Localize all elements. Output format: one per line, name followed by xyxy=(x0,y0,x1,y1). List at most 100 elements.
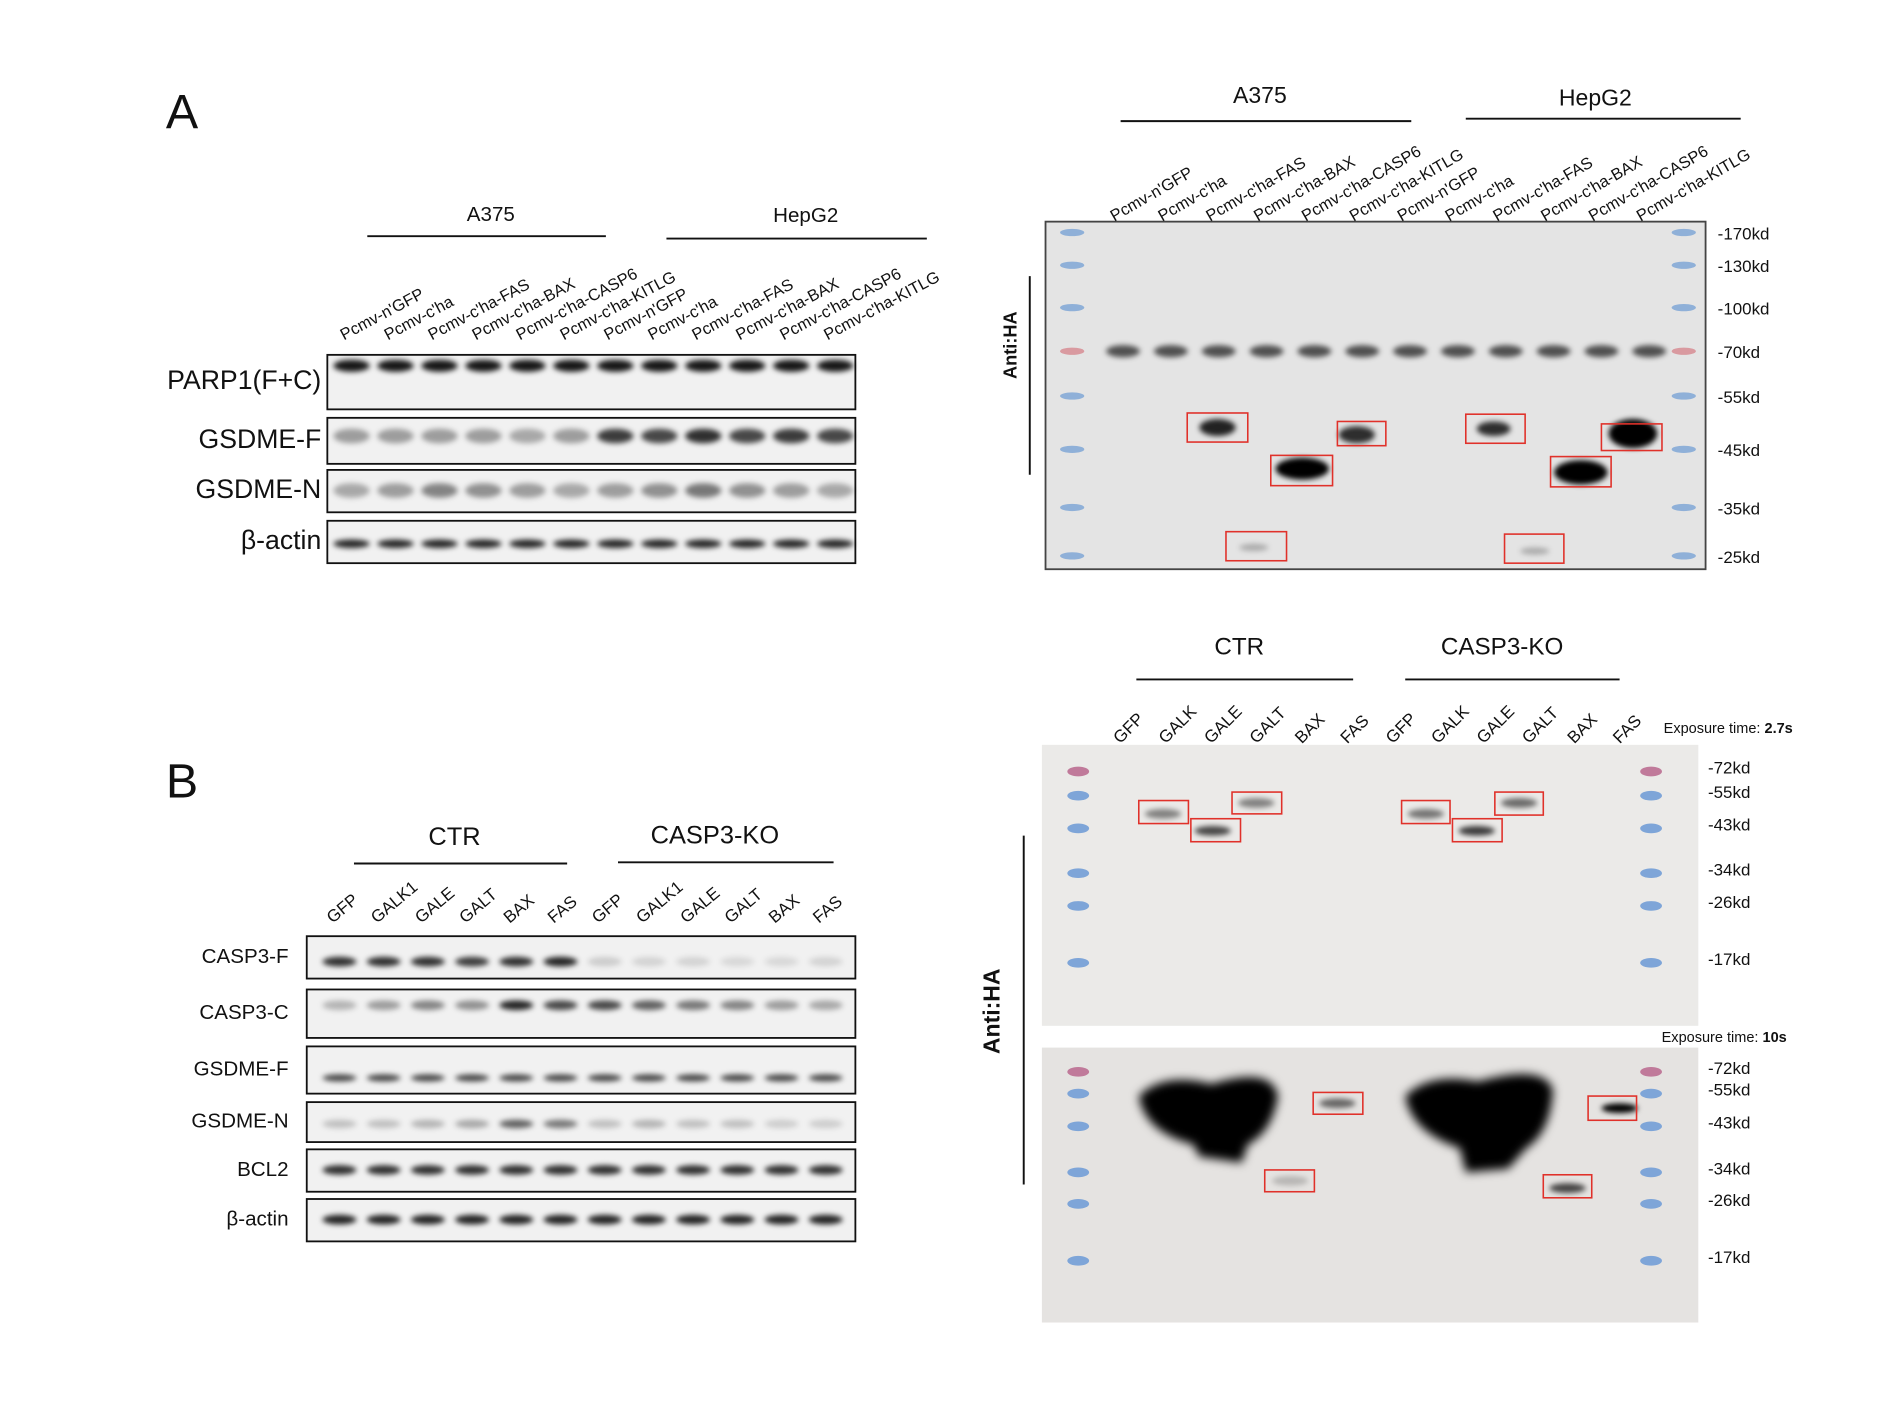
band xyxy=(1153,345,1188,358)
ladder-band xyxy=(1671,228,1696,237)
band xyxy=(1338,426,1375,444)
blot-strip xyxy=(305,935,857,980)
band xyxy=(641,483,678,498)
bands xyxy=(322,1074,843,1082)
band xyxy=(322,1214,357,1225)
band xyxy=(322,1165,357,1175)
ladder-band xyxy=(1640,901,1662,911)
band xyxy=(322,1074,357,1082)
highlight-box xyxy=(1400,799,1451,825)
group-label: A375 xyxy=(1233,82,1287,108)
band xyxy=(676,1165,711,1175)
marker-label: -55kd xyxy=(1708,783,1750,802)
band xyxy=(631,1074,666,1082)
band xyxy=(816,483,854,498)
exposure-label: Exposure time: xyxy=(1662,1030,1759,1046)
band xyxy=(377,483,414,498)
band xyxy=(509,483,546,498)
band xyxy=(1554,460,1608,485)
band xyxy=(729,359,766,372)
band xyxy=(553,483,590,498)
group-label: CASP3-KO xyxy=(1441,633,1563,660)
band xyxy=(465,539,502,549)
band xyxy=(1275,457,1329,480)
band xyxy=(543,1165,578,1175)
band xyxy=(410,1000,445,1011)
highlight-box xyxy=(1503,533,1565,564)
ladder-band xyxy=(1640,823,1662,834)
band xyxy=(1458,825,1495,836)
band xyxy=(676,1000,711,1011)
marker-label: -72kd xyxy=(1708,1059,1750,1078)
bands xyxy=(333,539,854,549)
band xyxy=(631,956,666,967)
band xyxy=(631,1119,666,1129)
lane-label: GFP xyxy=(1382,709,1420,747)
marker-label: -35kd xyxy=(1718,499,1760,518)
band xyxy=(322,1119,357,1129)
row-label: CASP3-F xyxy=(202,945,289,968)
band xyxy=(1488,345,1523,358)
band xyxy=(509,428,546,444)
band xyxy=(553,539,590,549)
band xyxy=(322,1000,357,1011)
blot-strip xyxy=(326,519,857,565)
highlight-box xyxy=(1587,1095,1638,1122)
band xyxy=(553,428,590,444)
ladder-band xyxy=(1067,1199,1090,1209)
band xyxy=(1194,825,1231,836)
marker-label: -100kd xyxy=(1718,300,1770,319)
ladder-band xyxy=(1640,790,1662,801)
group-label: A375 xyxy=(467,203,515,226)
band xyxy=(676,956,711,967)
ladder-band xyxy=(1067,868,1090,879)
band xyxy=(764,1074,799,1082)
bands xyxy=(333,359,854,372)
panel-label: B xyxy=(166,755,198,809)
lane-label: GFP xyxy=(1110,709,1148,747)
band xyxy=(729,483,766,498)
marker-label: -43kd xyxy=(1708,1113,1750,1132)
band xyxy=(543,1214,578,1225)
bands xyxy=(322,956,843,967)
ladder-band xyxy=(1060,347,1085,355)
marker-label: -55kd xyxy=(1718,388,1760,407)
ladder-band xyxy=(1640,766,1662,777)
band xyxy=(1239,543,1269,552)
band xyxy=(377,359,414,372)
band xyxy=(641,359,678,372)
blot-strip xyxy=(326,353,857,411)
ladder-band xyxy=(1671,503,1696,512)
highlight-box xyxy=(1270,454,1334,487)
lane-label: GALK1 xyxy=(632,877,686,927)
row-label: CASP3-C xyxy=(199,1001,288,1024)
band xyxy=(597,428,634,444)
band xyxy=(333,539,370,549)
band xyxy=(465,483,502,498)
band xyxy=(685,359,722,372)
band xyxy=(764,1000,799,1011)
ladder-band xyxy=(1067,901,1090,911)
highlight-box xyxy=(1494,791,1545,816)
band xyxy=(729,428,766,444)
band xyxy=(597,539,634,549)
band xyxy=(410,1214,445,1225)
band xyxy=(720,956,755,967)
bands xyxy=(1106,345,1667,555)
highlight-box xyxy=(1190,817,1242,843)
band xyxy=(773,428,810,444)
highlight-box xyxy=(1225,530,1288,562)
band xyxy=(421,483,458,498)
band xyxy=(764,1119,799,1129)
lane-label: FAS xyxy=(1337,711,1373,747)
band xyxy=(764,1214,799,1225)
ladder-band xyxy=(1067,1167,1090,1178)
marker-label: -72kd xyxy=(1708,759,1750,778)
band xyxy=(1500,798,1538,808)
ladder-band xyxy=(1060,445,1085,453)
lane-label: GALE xyxy=(1200,702,1245,747)
bands xyxy=(322,1119,843,1129)
ladder-band xyxy=(1671,261,1696,269)
lane-label: BAX xyxy=(1564,710,1601,747)
bands xyxy=(322,1165,843,1175)
